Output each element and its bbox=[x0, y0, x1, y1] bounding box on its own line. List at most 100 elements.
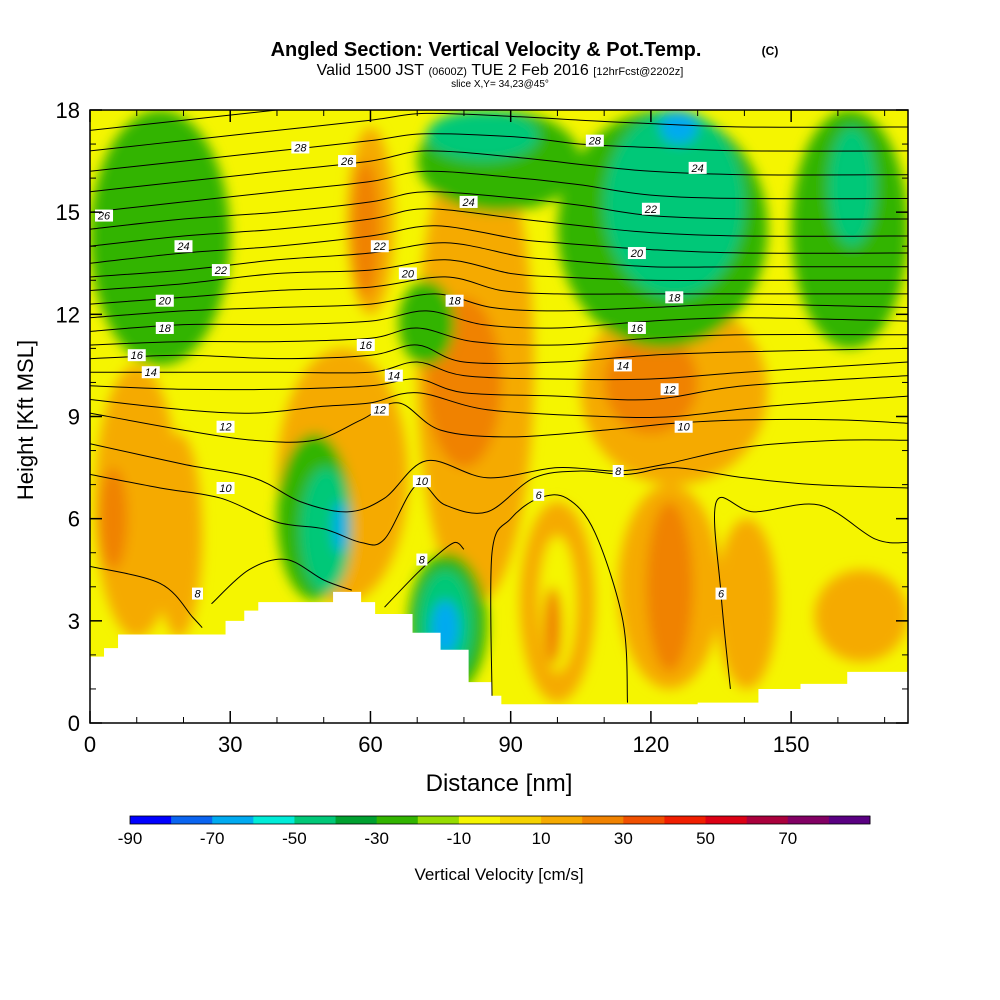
colorbar-tick-label: -70 bbox=[200, 829, 225, 848]
colorbar-tick-label: -90 bbox=[118, 829, 143, 848]
colorbar-swatch bbox=[705, 816, 748, 824]
colorbar-swatch bbox=[828, 816, 871, 824]
contour-label: 12 bbox=[370, 403, 389, 417]
contour-label: 26 bbox=[338, 155, 357, 168]
colorbar-tick-label: 70 bbox=[778, 829, 797, 848]
chart-title: Angled Section: Vertical Velocity & Pot.… bbox=[271, 39, 702, 61]
contour-label: 8 bbox=[192, 587, 204, 601]
contour-label-text: 20 bbox=[158, 296, 172, 308]
contour-label: 16 bbox=[127, 349, 146, 362]
x-tick-label: 120 bbox=[633, 732, 670, 757]
contour-label: 28 bbox=[291, 141, 310, 154]
isentrope-16 bbox=[90, 344, 908, 365]
contour-label-text: 8 bbox=[194, 589, 201, 601]
contour-label-text: 10 bbox=[678, 422, 691, 434]
colorbar-swatch bbox=[623, 816, 665, 824]
contour-label: 10 bbox=[412, 475, 431, 488]
colorbar-tick-label: 30 bbox=[614, 829, 633, 848]
colorbar-swatch bbox=[787, 816, 830, 824]
y-tick-label: 0 bbox=[68, 711, 80, 736]
contour-label-text: 10 bbox=[219, 483, 232, 495]
velocity-region bbox=[155, 433, 203, 638]
x-tick-label: 90 bbox=[498, 732, 522, 757]
contour-label: 10 bbox=[674, 420, 693, 434]
contour-label-text: 12 bbox=[374, 405, 386, 417]
contour-label: 20 bbox=[155, 294, 174, 308]
isentrope-6 bbox=[490, 494, 628, 703]
y-tick-label: 12 bbox=[56, 302, 80, 327]
y-tick-label: 3 bbox=[68, 609, 80, 634]
isentrope-10 bbox=[90, 392, 908, 419]
y-tick-label: 18 bbox=[56, 98, 80, 123]
x-tick-label: 0 bbox=[84, 732, 96, 757]
contour-label: 16 bbox=[356, 338, 375, 352]
y-tick-label: 9 bbox=[68, 405, 80, 430]
colorbar-swatch bbox=[417, 816, 460, 824]
contour-label-text: 28 bbox=[588, 136, 602, 148]
chart-title-unit: (C) bbox=[762, 44, 779, 58]
colorbar-frame bbox=[129, 815, 871, 825]
isentrope-10 bbox=[90, 467, 908, 546]
colorbar-swatch bbox=[376, 816, 419, 824]
contour-label-text: 16 bbox=[360, 340, 373, 352]
isentrope-20 bbox=[90, 225, 908, 264]
contour-label: 12 bbox=[660, 383, 679, 396]
contour-label-text: 28 bbox=[293, 142, 307, 154]
terrain-mask bbox=[90, 591, 908, 723]
contour-label-text: 10 bbox=[416, 476, 429, 488]
colorbar bbox=[129, 815, 871, 825]
contour-label-text: 16 bbox=[631, 323, 644, 335]
contour-label: 20 bbox=[627, 247, 646, 260]
contour-label-text: 26 bbox=[97, 211, 111, 223]
isentrope-26 bbox=[90, 112, 908, 152]
velocity-region bbox=[646, 501, 693, 672]
colorbar-tick-label: 10 bbox=[532, 829, 551, 848]
colorbar-tick-labels: -90 -70 -50 -30 -10 10 30 50 70 bbox=[118, 829, 798, 848]
velocity-region bbox=[828, 127, 876, 247]
contour-label: 22 bbox=[370, 240, 389, 253]
contour-label-text: 22 bbox=[644, 204, 657, 216]
colorbar-swatch bbox=[253, 816, 295, 824]
x-tick-label: 150 bbox=[773, 732, 810, 757]
contour-label-text: 8 bbox=[615, 466, 622, 478]
velocity-region bbox=[716, 518, 778, 689]
colorbar-swatch bbox=[582, 816, 624, 824]
isentrope-22 bbox=[90, 191, 908, 230]
isentrope-18 bbox=[90, 259, 908, 291]
velocity-region bbox=[660, 110, 698, 145]
isentrope-28 bbox=[90, 133, 908, 172]
contour-label-text: 12 bbox=[219, 422, 231, 434]
isentrope-14 bbox=[90, 327, 908, 346]
subtitle-date: TUE 2 Feb 2016 bbox=[471, 62, 589, 79]
isentrope-contours bbox=[90, 110, 908, 703]
isentrope-8 bbox=[90, 565, 203, 628]
contour-label: 10 bbox=[216, 482, 235, 495]
velocity-region bbox=[333, 501, 348, 553]
y-tick-label: 6 bbox=[68, 507, 80, 532]
contour-label-text: 20 bbox=[401, 268, 415, 280]
contour-label-text: 20 bbox=[630, 248, 644, 260]
contour-label: 24 bbox=[459, 195, 478, 209]
contour-label: 18 bbox=[445, 294, 464, 308]
isentrope-12 bbox=[90, 402, 908, 443]
x-tick-label: 30 bbox=[218, 732, 242, 757]
contour-label-text: 14 bbox=[145, 367, 157, 379]
y-tick-label: 15 bbox=[56, 200, 80, 225]
colorbar-tick-label: -50 bbox=[282, 829, 307, 848]
contour-label-text: 8 bbox=[419, 555, 426, 567]
contour-label-text: 14 bbox=[617, 360, 629, 372]
contour-label: 6 bbox=[533, 488, 545, 502]
isentrope-26 bbox=[90, 170, 908, 213]
contour-label: 6 bbox=[715, 587, 727, 601]
chart-subtitle: Valid 1500 JST (0600Z) TUE 2 Feb 2016 [1… bbox=[317, 62, 684, 79]
isentrope-12 bbox=[90, 361, 908, 381]
colorbar-swatch bbox=[130, 816, 172, 824]
contour-label-text: 22 bbox=[214, 265, 227, 277]
isentrope-14 bbox=[90, 375, 908, 401]
colorbar-swatch bbox=[458, 816, 501, 824]
velocity-region bbox=[398, 280, 455, 366]
x-tick-label: 60 bbox=[358, 732, 382, 757]
contour-label: 28 bbox=[585, 134, 604, 148]
contour-label-text: 18 bbox=[159, 323, 172, 335]
